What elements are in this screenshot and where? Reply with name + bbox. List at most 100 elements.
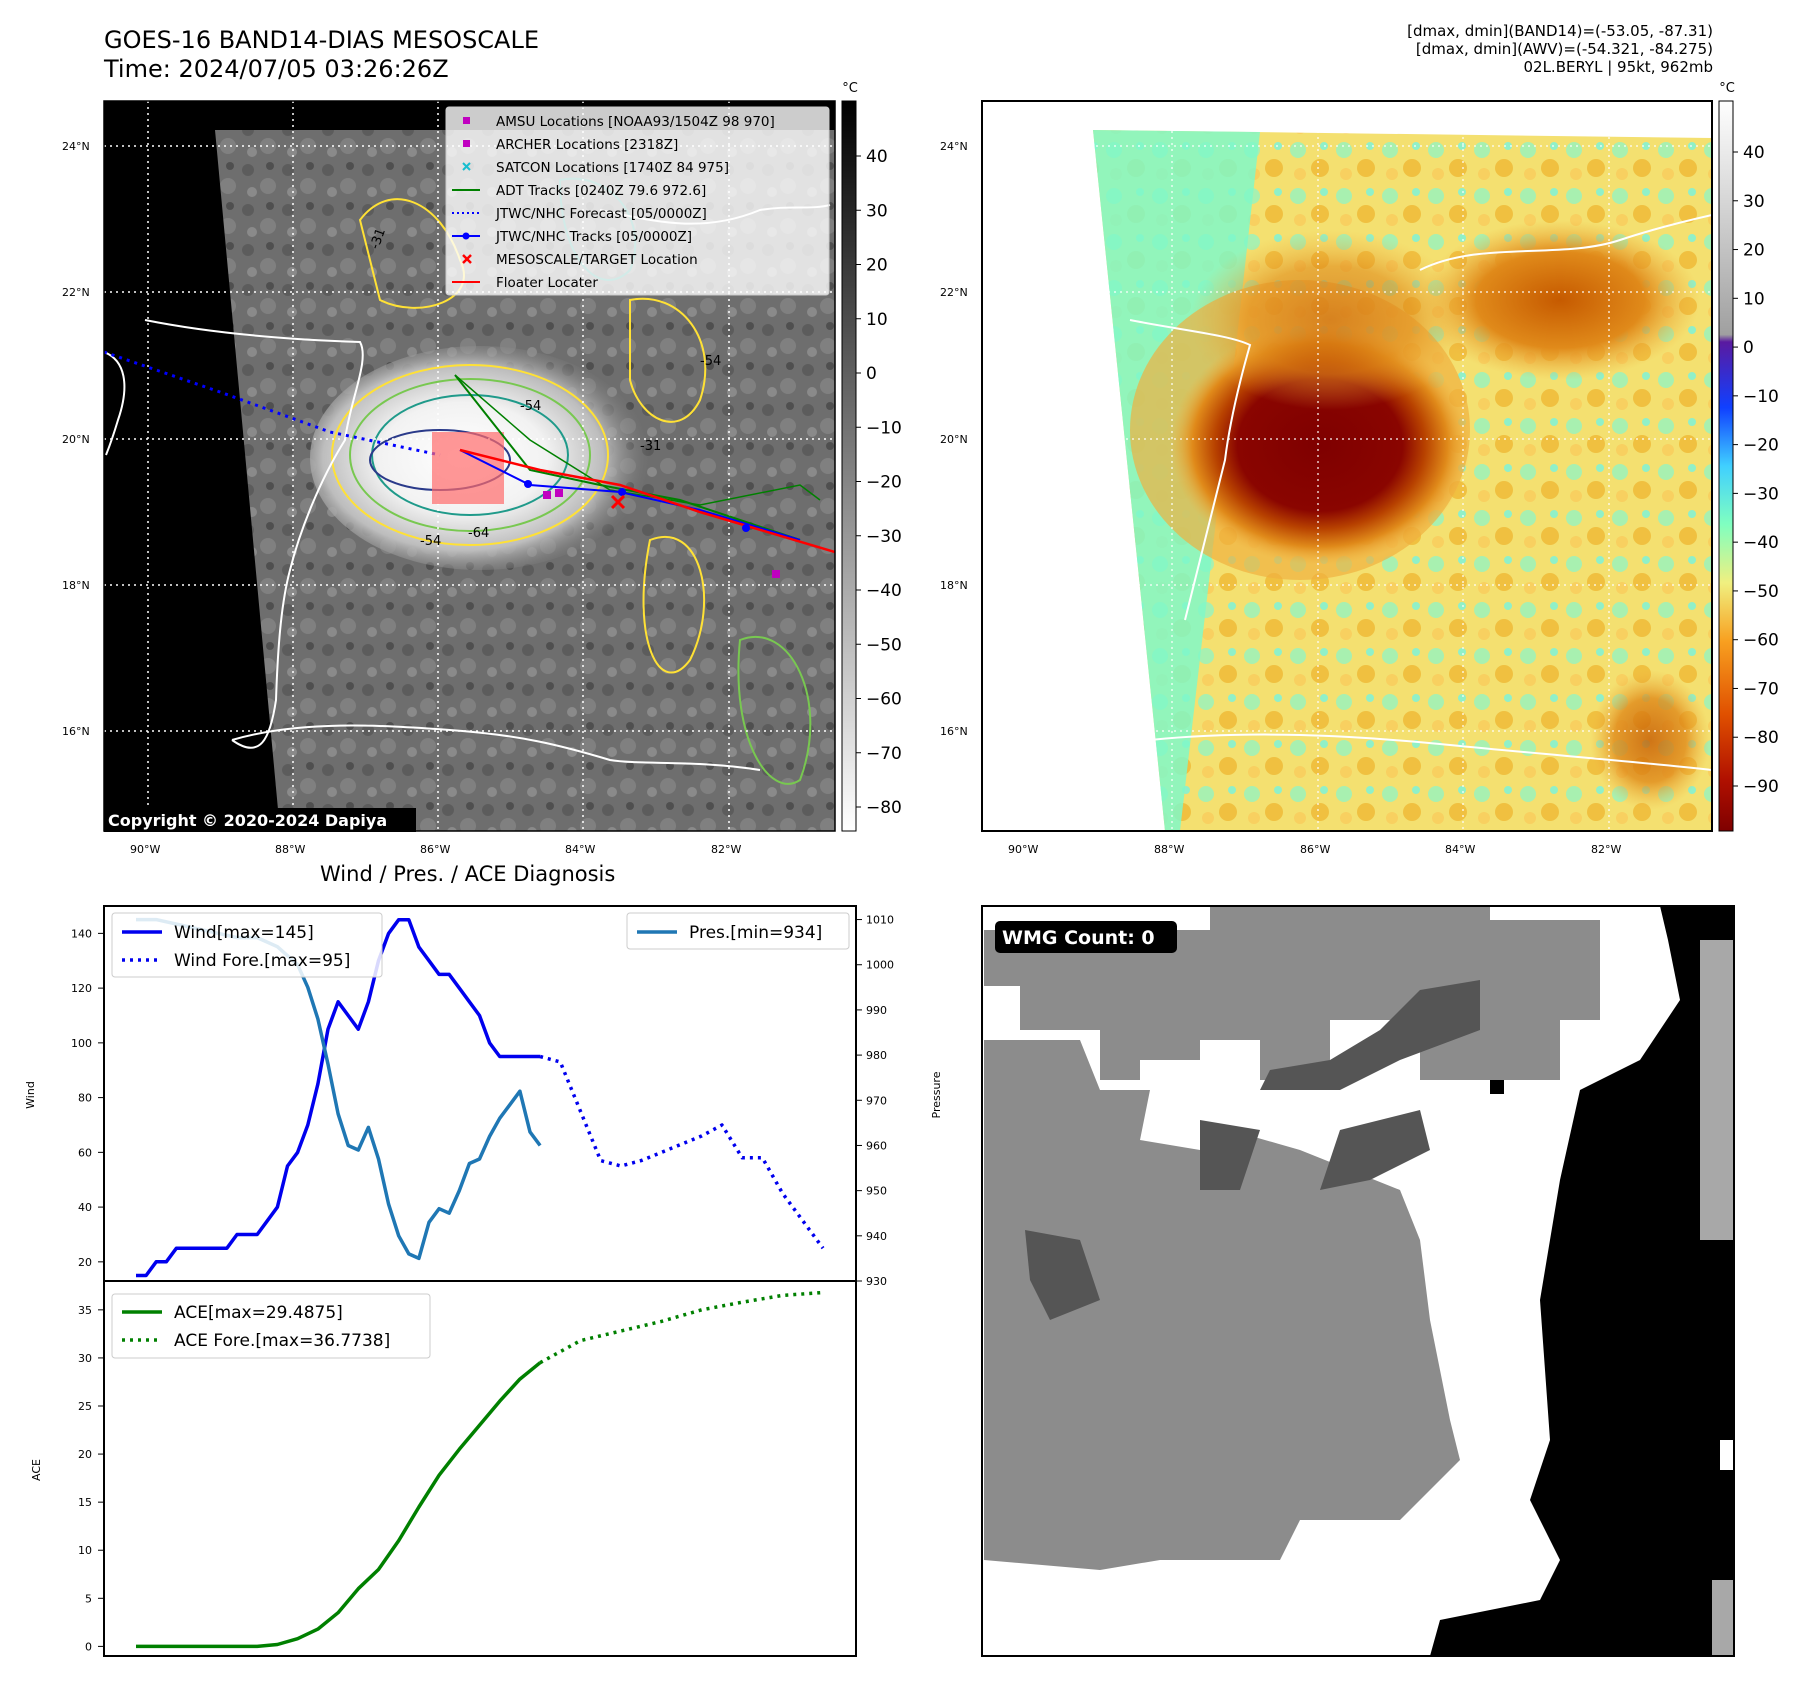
lat-label: 18°N bbox=[940, 579, 968, 592]
y-tick-label: 1000 bbox=[866, 959, 894, 972]
y-tick-label: 120 bbox=[71, 982, 92, 995]
legend-satcon-marker bbox=[462, 162, 471, 171]
ace-y-ticks: 0 5 10 15 20 25 30 35 bbox=[78, 1304, 104, 1653]
wmg-frame bbox=[981, 905, 1735, 1657]
legend-mesoscale-marker bbox=[462, 254, 472, 264]
colorbar-tick-label: 20 bbox=[1743, 241, 1765, 261]
pressure-axis-label: Pressure bbox=[930, 1071, 943, 1118]
lon-label: 90°W bbox=[130, 843, 160, 856]
copyright-box bbox=[104, 808, 416, 832]
y-tick-label: 30 bbox=[78, 1352, 92, 1365]
y-tick-label: 930 bbox=[866, 1275, 887, 1288]
y-tick-label: 80 bbox=[78, 1092, 92, 1105]
y-tick-label: 100 bbox=[71, 1037, 92, 1050]
map2-lon-labels: 90°W 88°W 86°W 84°W 82°W bbox=[1008, 843, 1621, 856]
wind-legend: Wind[max=145] Wind Fore.[max=95] bbox=[111, 912, 383, 978]
legend-amsu: AMSU Locations [NOAA93/1504Z 98 970] bbox=[496, 114, 775, 130]
y-tick-label: 940 bbox=[866, 1230, 887, 1243]
legend-amsu-marker bbox=[463, 117, 470, 124]
y-tick-label: 20 bbox=[78, 1256, 92, 1269]
contour-label: -54 bbox=[420, 534, 441, 549]
lat-label: 22°N bbox=[62, 286, 90, 299]
lon-label: 82°W bbox=[711, 843, 741, 856]
gray-colorbar-ticks: 40 30 20 10 0 −10 −20 −30 −40 −50 −60 −70 −80 bbox=[856, 147, 902, 818]
map2-lat-labels: 24°N 22°N 20°N 18°N 16°N bbox=[940, 140, 968, 738]
color-colorbar bbox=[1718, 100, 1734, 832]
colorbar-tick-label: −80 bbox=[866, 798, 902, 818]
colorbar-tick-label: 10 bbox=[866, 310, 888, 330]
ace-axis-label: ACE bbox=[30, 1459, 43, 1481]
lat-label: 16°N bbox=[940, 725, 968, 738]
legend-tracks: JTWC/NHC Tracks [05/0000Z] bbox=[495, 229, 692, 245]
y-tick-label: 1010 bbox=[866, 914, 894, 927]
legend-floater: Floater Locater bbox=[496, 275, 598, 291]
wmg-count-box bbox=[995, 921, 1177, 953]
contour-label: -64 bbox=[468, 526, 489, 541]
contour-label: -31 bbox=[640, 439, 661, 454]
color-colorbar-ticks: 40 30 20 10 0 −10 −20 −30 −40 −50 −60 −70 −80 −90 bbox=[1733, 143, 1779, 797]
legend-wind-fore: Wind Fore.[max=95] bbox=[174, 951, 350, 971]
pressure-y-ticks: 930 940 950 960 970 980 990 1000 1010 bbox=[856, 914, 894, 1288]
y-tick-label: 10 bbox=[78, 1544, 92, 1557]
colorbar-tick-label: −10 bbox=[1743, 387, 1779, 407]
colorbar-tick-label: −30 bbox=[1743, 484, 1779, 504]
stat-line-1: [dmax, dmin](BAND14)=(-53.05, -87.31) bbox=[1407, 22, 1713, 40]
lat-label: 24°N bbox=[940, 140, 968, 153]
colorbar-tick-label: −30 bbox=[866, 527, 902, 547]
colorbar-tick-label: −10 bbox=[866, 418, 902, 438]
colorbar-tick-label: 10 bbox=[1743, 289, 1765, 309]
ace-legend: ACE[max=29.4875] ACE Fore.[max=36.7738] bbox=[111, 1293, 431, 1359]
y-tick-label: 140 bbox=[71, 927, 92, 940]
map1-lat-labels: 24°N 22°N 20°N 18°N 16°N bbox=[62, 140, 90, 738]
lon-label: 84°W bbox=[565, 843, 595, 856]
y-tick-label: 5 bbox=[85, 1592, 92, 1605]
colorbar-tick-label: −70 bbox=[866, 744, 902, 764]
stat-line-2: [dmax, dmin](AWV)=(-54.321, -84.275) bbox=[1415, 40, 1713, 58]
chart-title: GOES-16 BAND14-DIAS MESOSCALE Time: 2024… bbox=[104, 26, 539, 84]
colorbar-tick-label: −40 bbox=[1743, 533, 1779, 553]
series-line bbox=[136, 917, 541, 1278]
pressure-legend: Pres.[min=934] bbox=[626, 912, 850, 950]
y-tick-label: 990 bbox=[866, 1004, 887, 1017]
y-tick-label: 20 bbox=[78, 1448, 92, 1461]
legend-ace-fore: ACE Fore.[max=36.7738] bbox=[174, 1331, 390, 1351]
gray-colorbar bbox=[841, 100, 857, 832]
map1-frame bbox=[103, 100, 836, 832]
y-tick-label: 15 bbox=[78, 1496, 92, 1509]
legend-wind: Wind[max=145] bbox=[174, 923, 314, 943]
legend-adt: ADT Tracks [0240Z 79.6 972.6] bbox=[496, 183, 706, 199]
colorbar-tick-label: −60 bbox=[866, 690, 902, 710]
y-tick-label: 40 bbox=[78, 1201, 92, 1214]
colorbar-tick-label: 0 bbox=[866, 364, 877, 384]
legend-mesoscale: MESOSCALE/TARGET Location bbox=[496, 252, 698, 268]
colorbar-tick-label: −50 bbox=[866, 635, 902, 655]
colorbar-tick-label: −70 bbox=[1743, 679, 1779, 699]
lat-label: 22°N bbox=[940, 286, 968, 299]
title-line-1: GOES-16 BAND14-DIAS MESOSCALE bbox=[104, 26, 540, 54]
lon-label: 84°W bbox=[1445, 843, 1475, 856]
color-map bbox=[982, 101, 1712, 831]
lon-label: 82°W bbox=[1591, 843, 1621, 856]
lat-label: 20°N bbox=[940, 433, 968, 446]
ace-series bbox=[136, 1290, 824, 1649]
lat-label: 20°N bbox=[62, 433, 90, 446]
y-tick-label: 960 bbox=[866, 1139, 887, 1152]
legend-archer: ARCHER Locations [2318Z] bbox=[496, 137, 678, 153]
title-line-2: Time: 2024/07/05 03:26:26Z bbox=[104, 55, 449, 83]
contour-label: -31 bbox=[368, 226, 389, 251]
lon-label: 90°W bbox=[1008, 843, 1038, 856]
color-colorbar-unit: °C bbox=[1719, 81, 1735, 96]
legend-archer-marker bbox=[463, 140, 470, 147]
wind-y-ticks: 20 40 60 80 100 120 140 bbox=[71, 927, 104, 1269]
legend-satcon: SATCON Locations [1740Z 84 975] bbox=[496, 160, 729, 176]
y-tick-label: 35 bbox=[78, 1304, 92, 1317]
lon-label: 86°W bbox=[420, 843, 450, 856]
colorbar-tick-label: −80 bbox=[1743, 728, 1779, 748]
stat-line-3: 02L.BERYL | 95kt, 962mb bbox=[1523, 58, 1713, 76]
colorbar-tick-label: −60 bbox=[1743, 631, 1779, 651]
colorbar-tick-label: −40 bbox=[866, 581, 902, 601]
colorbar-tick-label: 30 bbox=[1743, 192, 1765, 212]
contour-label: -54 bbox=[700, 354, 721, 369]
wmg-panel bbox=[982, 906, 1734, 1656]
lat-label: 18°N bbox=[62, 579, 90, 592]
